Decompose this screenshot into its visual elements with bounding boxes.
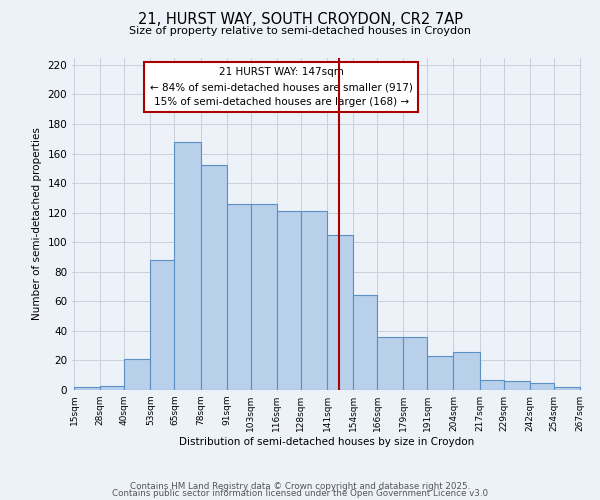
Bar [554, 387, 580, 390]
Bar [503, 381, 530, 390]
Y-axis label: Number of semi-detached properties: Number of semi-detached properties [32, 128, 42, 320]
Bar [327, 235, 353, 390]
Bar [301, 211, 327, 390]
Bar [151, 260, 175, 390]
Text: Size of property relative to semi-detached houses in Croydon: Size of property relative to semi-detach… [129, 26, 471, 36]
Text: Contains HM Land Registry data © Crown copyright and database right 2025.: Contains HM Land Registry data © Crown c… [130, 482, 470, 491]
Bar [200, 166, 227, 390]
Bar [454, 352, 479, 390]
Bar [251, 204, 277, 390]
Bar [479, 380, 503, 390]
X-axis label: Distribution of semi-detached houses by size in Croydon: Distribution of semi-detached houses by … [179, 437, 475, 447]
Bar [377, 337, 403, 390]
Bar [403, 337, 427, 390]
Bar [227, 204, 251, 390]
Bar [175, 142, 200, 390]
Bar [353, 296, 377, 390]
Text: Contains public sector information licensed under the Open Government Licence v3: Contains public sector information licen… [112, 490, 488, 498]
Bar [74, 387, 100, 390]
Text: 21, HURST WAY, SOUTH CROYDON, CR2 7AP: 21, HURST WAY, SOUTH CROYDON, CR2 7AP [137, 12, 463, 28]
Bar [277, 211, 301, 390]
Text: 21 HURST WAY: 147sqm
← 84% of semi-detached houses are smaller (917)
15% of semi: 21 HURST WAY: 147sqm ← 84% of semi-detac… [149, 68, 413, 107]
Bar [427, 356, 454, 390]
Bar [124, 359, 151, 390]
Bar [100, 386, 124, 390]
Bar [530, 382, 554, 390]
